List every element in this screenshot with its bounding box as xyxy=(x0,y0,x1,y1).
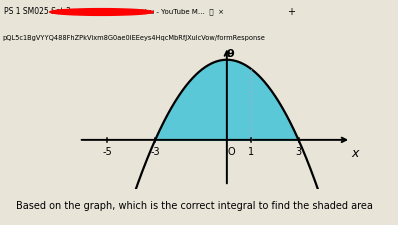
Text: +: + xyxy=(287,7,295,17)
Circle shape xyxy=(50,10,153,16)
Text: O: O xyxy=(227,146,235,156)
Text: -3: -3 xyxy=(150,146,160,156)
Text: ×: × xyxy=(78,7,85,16)
Text: pQL5c1BgVYYQ488FhZPkVixm8G0ae0IEEeys4HqcMbRfJXulcVow/formResponse: pQL5c1BgVYYQ488FhZPkVixm8G0ae0IEEeys4Hqc… xyxy=(2,35,265,41)
Text: PS 1 SM025 Set 3: PS 1 SM025 Set 3 xyxy=(4,7,71,16)
Text: -5: -5 xyxy=(103,146,112,156)
Text: 9: 9 xyxy=(226,49,234,59)
Text: Based on the graph, which is the correct integral to find the shaded area: Based on the graph, which is the correct… xyxy=(16,200,373,210)
Text: 3: 3 xyxy=(295,146,302,156)
Text: $x$: $x$ xyxy=(351,146,361,159)
Text: Rain and You - YouTube M…  🔊  ×: Rain and You - YouTube M… 🔊 × xyxy=(109,8,224,15)
Text: 1: 1 xyxy=(248,146,254,156)
